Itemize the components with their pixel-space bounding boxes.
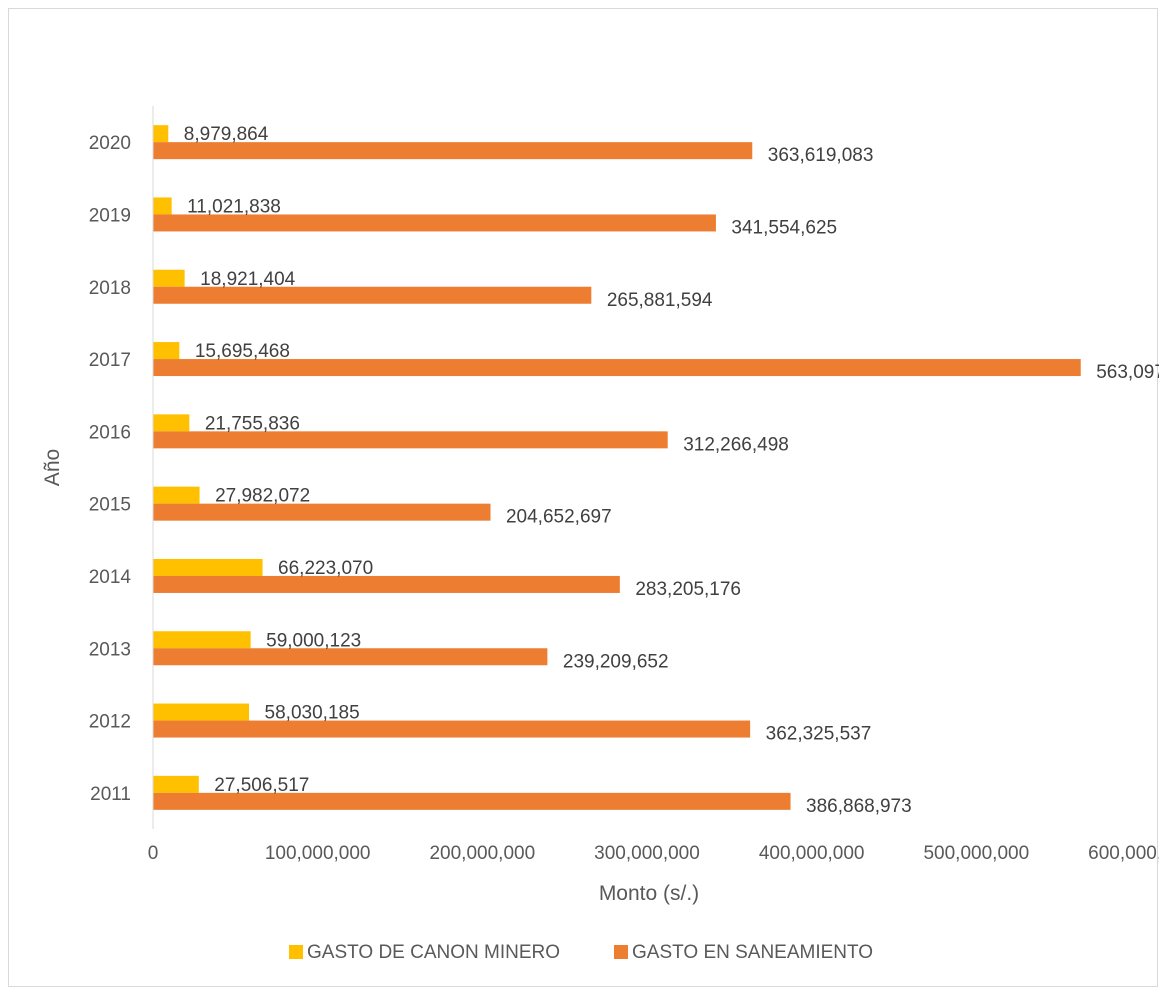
legend-swatch-canon-minero xyxy=(289,945,303,959)
data-label: 21,755,836 xyxy=(205,413,300,434)
chart-frame: 0 100,000,000 200,000,000 300,000,000 400,00… xyxy=(8,8,1163,987)
bar-chart: 0 100,000,000 200,000,000 300,000,000 400,00… xyxy=(41,106,1163,963)
x-axis-title: Monto (s/.) xyxy=(599,882,699,905)
data-label: 239,209,652 xyxy=(563,651,669,672)
bars xyxy=(153,125,1081,810)
data-label: 312,266,498 xyxy=(683,434,789,455)
x-tick-label: 0 xyxy=(148,843,159,864)
bar-canon-minero xyxy=(153,703,250,721)
bar-canon-minero xyxy=(153,269,185,287)
bar-canon-minero xyxy=(153,125,169,143)
y-tick-label: 2011 xyxy=(90,784,131,805)
x-tick-label: 400,000,000 xyxy=(759,843,865,864)
x-tick-label: 200,000,000 xyxy=(429,843,535,864)
x-tick-label: 500,000,000 xyxy=(923,843,1029,864)
y-tick-label: 2015 xyxy=(89,495,131,516)
y-axis-title: Año xyxy=(41,449,64,486)
bar-saneamiento xyxy=(153,575,620,593)
y-tick-label: 2014 xyxy=(89,567,132,588)
data-labels: 8,979,864 363,619,083 11,021,838 341,554,62… xyxy=(184,124,1163,817)
bar-saneamiento xyxy=(153,648,548,666)
bar-saneamiento xyxy=(153,720,751,738)
data-label: 11,021,838 xyxy=(187,196,281,217)
data-label: 8,979,864 xyxy=(184,124,269,145)
bar-saneamiento xyxy=(153,286,592,304)
bar-saneamiento xyxy=(153,359,1081,377)
data-label: 59,000,123 xyxy=(266,630,361,651)
data-label: 563,097,036 xyxy=(1096,362,1159,383)
x-tick-label: 100,000,000 xyxy=(265,843,371,864)
y-tick-label: 2012 xyxy=(89,712,131,733)
y-tick-label: 2016 xyxy=(89,422,131,443)
bar-canon-minero xyxy=(153,342,180,360)
bar-canon-minero xyxy=(153,775,199,793)
bar-saneamiento xyxy=(153,431,668,449)
data-label: 341,554,625 xyxy=(731,217,837,238)
axes: 0 100,000,000 200,000,000 300,000,000 400,00… xyxy=(89,106,1163,864)
bar-saneamiento xyxy=(153,503,491,521)
bar-saneamiento xyxy=(153,142,753,160)
bar-canon-minero xyxy=(153,414,190,432)
x-tick-label: 300,000,000 xyxy=(594,843,700,864)
y-tick-label: 2017 xyxy=(89,350,131,371)
data-label: 58,030,185 xyxy=(265,703,360,724)
data-label: 18,921,404 xyxy=(200,269,296,290)
data-label: 283,205,176 xyxy=(635,579,741,600)
y-tick-label: 2019 xyxy=(89,205,131,226)
legend-swatch-saneamiento xyxy=(614,945,628,959)
bar-canon-minero xyxy=(153,558,263,576)
data-label: 363,619,083 xyxy=(768,145,874,166)
data-label: 27,506,517 xyxy=(214,775,309,796)
bar-canon-minero xyxy=(153,486,200,504)
bar-saneamiento xyxy=(153,792,791,810)
y-tick-label: 2020 xyxy=(89,133,131,154)
data-label: 204,652,697 xyxy=(506,507,612,528)
data-label: 362,325,537 xyxy=(766,724,872,745)
y-tick-label: 2018 xyxy=(89,278,131,299)
legend: GASTO DE CANON MINERO GASTO EN SANEAMIENT… xyxy=(289,942,873,963)
data-label: 27,982,072 xyxy=(215,486,310,507)
x-tick-label: 600,000,000 xyxy=(1088,843,1159,864)
bar-saneamiento xyxy=(153,214,716,232)
bar-canon-minero xyxy=(153,197,172,215)
legend-label-canon-minero: GASTO DE CANON MINERO xyxy=(307,942,560,963)
data-label: 265,881,594 xyxy=(607,290,713,311)
y-tick-label: 2013 xyxy=(89,639,131,660)
data-label: 386,868,973 xyxy=(806,796,912,817)
data-label: 15,695,468 xyxy=(195,341,290,362)
bar-canon-minero xyxy=(153,631,251,649)
legend-label-saneamiento: GASTO EN SANEAMIENTO xyxy=(632,942,873,963)
data-label: 66,223,070 xyxy=(278,558,373,579)
